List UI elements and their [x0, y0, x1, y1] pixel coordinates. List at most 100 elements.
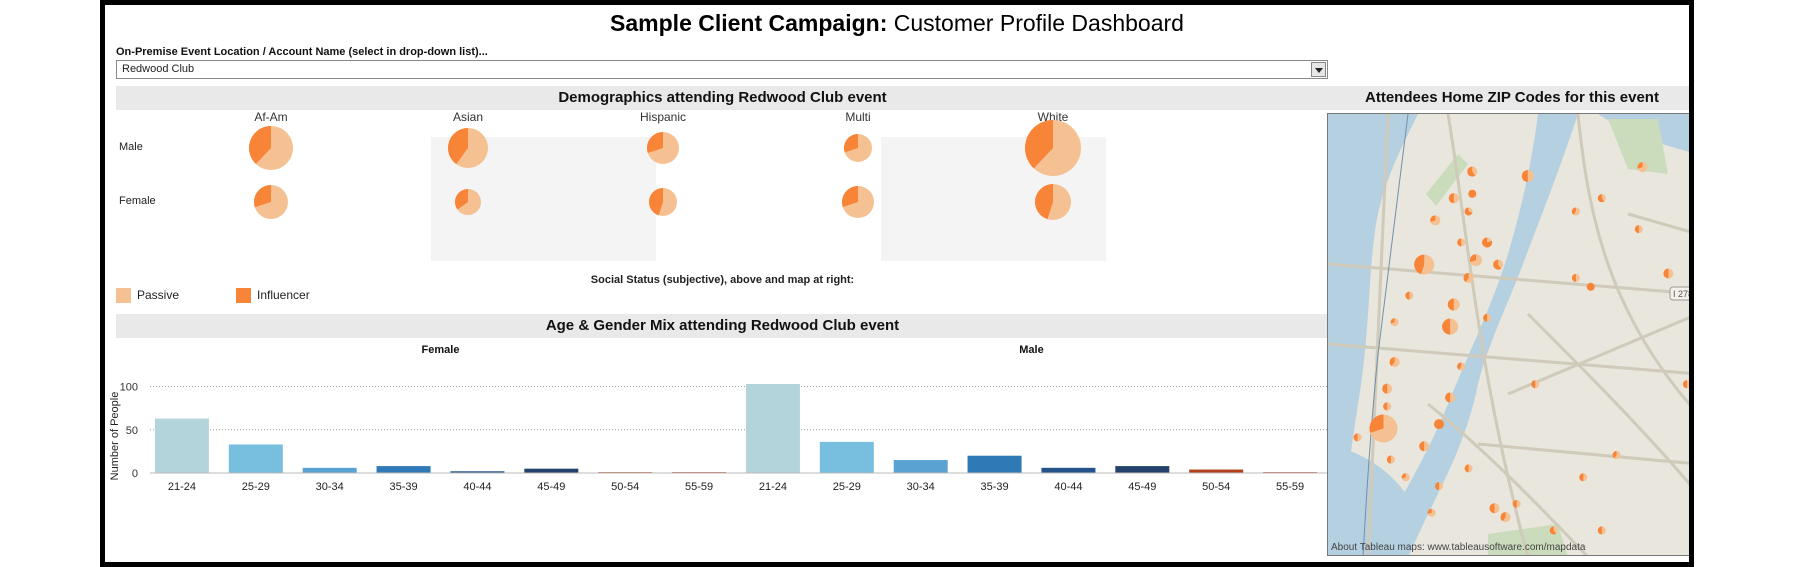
zip-point-3[interactable] — [1448, 193, 1459, 204]
chevron-down-icon[interactable] — [1311, 62, 1326, 77]
bar-male-45-49[interactable] — [1115, 466, 1170, 473]
zip-point-11[interactable] — [1463, 272, 1474, 283]
zip-point-14[interactable] — [1442, 318, 1459, 335]
zip-point-9[interactable] — [1470, 254, 1482, 267]
zip-point-22[interactable] — [1353, 433, 1362, 442]
zip-point-1[interactable] — [1521, 170, 1534, 183]
zip-point-41[interactable] — [1663, 268, 1674, 279]
zip-point-24[interactable] — [1434, 419, 1444, 430]
zip-point-43[interactable] — [1483, 313, 1492, 322]
zip-point-28-influencer-slice — [1427, 508, 1432, 514]
column-label-af-am: Af-Am — [254, 110, 288, 124]
east-river — [1369, 114, 1578, 555]
x-tick-male-55-59: 55-59 — [1276, 481, 1304, 493]
zip-point-45[interactable] — [1464, 464, 1473, 473]
legend-item-influencer[interactable]: Influencer — [236, 288, 310, 304]
legend-swatch-influencer — [236, 288, 251, 304]
zip-point-45-influencer-slice — [1464, 464, 1469, 473]
pie-white-female[interactable] — [1035, 184, 1071, 220]
legend-item-passive[interactable]: Passive — [116, 288, 180, 304]
pie-asian-female[interactable] — [455, 189, 481, 215]
pie-hispanic-male[interactable] — [646, 132, 679, 164]
zip-point-33[interactable] — [1612, 451, 1621, 460]
zip-point-35[interactable] — [1637, 162, 1648, 173]
zip-point-36[interactable] — [1597, 194, 1606, 203]
bar-male-40-44[interactable] — [1041, 467, 1096, 473]
zip-point-44[interactable] — [1531, 380, 1540, 389]
zip-point-15[interactable] — [1390, 318, 1399, 327]
bar-female-45-49[interactable] — [524, 468, 579, 473]
map-canvas[interactable]: I 278 — [1328, 114, 1694, 556]
zip-point-29[interactable] — [1489, 503, 1500, 514]
park-brooklyn — [1488, 524, 1568, 555]
zip-point-31[interactable] — [1549, 526, 1558, 535]
x-tick-male-21-24: 21-24 — [759, 481, 787, 493]
zip-point-23[interactable] — [1419, 441, 1430, 452]
zip-code-map[interactable]: I 278 About Tableau maps: www.tableausof… — [1327, 113, 1694, 556]
bar-male-21-24[interactable] — [745, 384, 800, 473]
pie-af-am-female[interactable] — [254, 185, 288, 219]
bar-male-50-54[interactable] — [1189, 469, 1244, 473]
column-label-hispanic: Hispanic — [639, 110, 687, 124]
bar-male-35-39[interactable] — [967, 455, 1022, 473]
zip-point-13[interactable] — [1447, 298, 1460, 311]
zip-point-25[interactable] — [1386, 455, 1395, 464]
zip-point-40[interactable] — [1586, 282, 1595, 291]
legend-label-passive: Passive — [137, 288, 180, 302]
zip-point-26[interactable] — [1401, 473, 1410, 482]
zip-point-18[interactable] — [1382, 383, 1393, 394]
bar-male-30-34[interactable] — [893, 460, 948, 473]
zip-point-2[interactable] — [1468, 189, 1477, 198]
zip-point-30[interactable] — [1500, 512, 1511, 523]
zip-point-21[interactable] — [1369, 414, 1398, 443]
zip-point-5[interactable] — [1464, 207, 1473, 216]
zip-point-4[interactable] — [1430, 215, 1441, 226]
x-tick-female-21-24: 21-24 — [168, 481, 196, 493]
zip-point-39[interactable] — [1571, 273, 1580, 282]
pie-white-male[interactable] — [1025, 120, 1081, 176]
zip-point-20[interactable] — [1383, 402, 1392, 411]
zip-point-10[interactable] — [1493, 259, 1504, 270]
pie-white-male-influencer-slice — [1025, 120, 1053, 169]
zip-point-34[interactable] — [1597, 526, 1606, 535]
pie-multi-female[interactable] — [842, 186, 874, 218]
zip-point-12[interactable] — [1405, 291, 1414, 300]
x-tick-male-25-29: 25-29 — [833, 481, 861, 493]
zip-point-8-influencer-slice — [1414, 254, 1425, 275]
zip-point-46[interactable] — [1512, 499, 1521, 508]
zip-point-37[interactable] — [1571, 207, 1580, 216]
zip-point-16[interactable] — [1389, 357, 1400, 368]
zip-point-2-influencer-slice — [1468, 189, 1477, 198]
bar-female-40-44[interactable] — [450, 471, 505, 473]
zip-point-38[interactable] — [1634, 225, 1643, 234]
zip-point-42[interactable] — [1682, 380, 1691, 389]
bar-female-21-24[interactable] — [154, 418, 209, 473]
zip-point-0[interactable] — [1467, 166, 1478, 177]
pie-asian-male[interactable] — [447, 128, 488, 168]
map-credit[interactable]: About Tableau maps: www.tableausoftware.… — [1331, 542, 1586, 553]
zip-point-17-influencer-slice — [1457, 362, 1462, 370]
map-road-8 — [1627, 212, 1689, 233]
map-road-7 — [1427, 402, 1589, 555]
account-dropdown[interactable]: Redwood Club — [116, 60, 1328, 79]
bar-female-35-39[interactable] — [376, 466, 431, 473]
demographics-grid: Af-Am Asian Hispanic Multi White Male Female — [116, 110, 1419, 267]
pie-hispanic-female[interactable] — [649, 188, 677, 216]
bar-male-25-29[interactable] — [819, 441, 874, 473]
x-tick-female-35-39: 35-39 — [389, 481, 417, 493]
zip-point-35-influencer-slice — [1637, 162, 1643, 169]
zip-point-6[interactable] — [1482, 237, 1493, 248]
bar-female-30-34[interactable] — [302, 467, 357, 473]
zip-point-16-influencer-slice — [1389, 357, 1395, 367]
zip-point-27[interactable] — [1435, 482, 1443, 491]
pie-af-am-male[interactable] — [249, 126, 293, 170]
zip-point-32[interactable] — [1579, 473, 1588, 482]
zip-point-17[interactable] — [1457, 362, 1466, 371]
pie-multi-male[interactable] — [843, 134, 872, 162]
zip-point-28[interactable] — [1427, 508, 1436, 517]
bar-female-25-29[interactable] — [228, 444, 283, 473]
zip-point-7[interactable] — [1457, 238, 1466, 247]
panel-title-male: Male — [1019, 344, 1043, 356]
zip-point-8[interactable] — [1414, 254, 1435, 275]
zip-point-19[interactable] — [1445, 392, 1456, 403]
